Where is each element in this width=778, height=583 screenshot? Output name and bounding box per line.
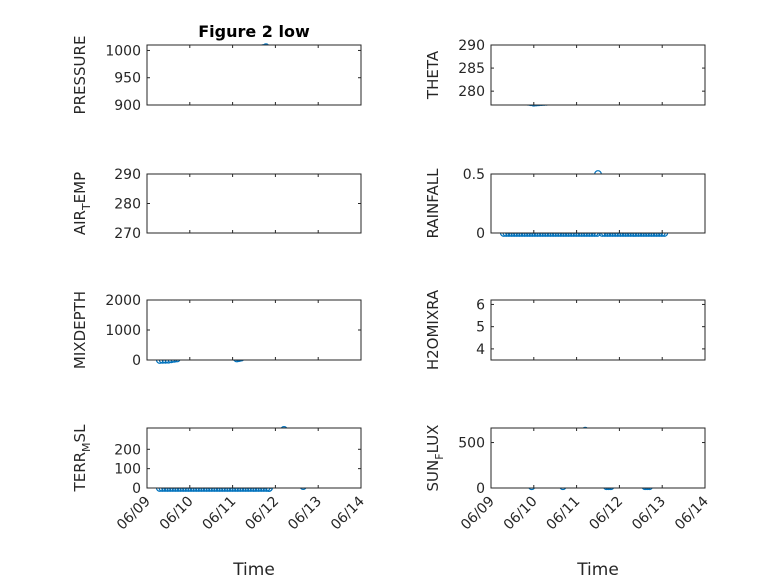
axes-frame <box>490 427 706 489</box>
panel-h2omixra: 4 5 6 H2OMIXRA <box>424 289 706 370</box>
y-axis-label: PRESSURE <box>71 36 89 115</box>
axes-frame <box>146 173 362 234</box>
x-tick-label: 06/13 <box>285 494 325 534</box>
panel-terr_msl: 0 100 200 TERRMSL 06/09 06/10 06/11 06/12 06/13 0… <box>71 424 368 580</box>
x-tick-label: 06/14 <box>672 493 712 533</box>
y-tick-label: 1000 <box>105 323 141 339</box>
y-tick-label: 0 <box>132 481 141 497</box>
y-axis-label: TERRMSL <box>71 424 93 493</box>
x-tick-label: 06/11 <box>200 494 240 534</box>
y-axis-label: MIXDEPTH <box>71 291 89 369</box>
y-tick-label: 0.5 <box>463 167 485 183</box>
y-tick-label: 200 <box>114 442 141 458</box>
y-tick-label: 950 <box>114 71 141 87</box>
x-tick-label: 06/09 <box>458 494 498 534</box>
x-tick-label: 06/12 <box>242 494 282 534</box>
axes-frame <box>146 427 362 489</box>
y-axis-label: H2OMIXRA <box>424 289 442 370</box>
x-tick-label: 06/12 <box>586 494 626 534</box>
y-tick-label: 270 <box>114 226 141 242</box>
panel-air_temp: 270 280 290 AIRTEMP <box>71 167 362 242</box>
y-tick-label: 0 <box>132 353 141 369</box>
axes-frame <box>146 44 362 106</box>
y-axis-label: THETA <box>424 50 442 100</box>
y-tick-label: 500 <box>458 436 485 452</box>
y-tick-label: 6 <box>476 297 485 313</box>
y-tick-label: 1000 <box>105 43 141 59</box>
y-tick-label: 285 <box>458 61 485 77</box>
x-tick-label: 06/11 <box>544 494 584 534</box>
y-tick-label: 0 <box>476 481 485 497</box>
x-tick-label: 06/14 <box>328 493 368 533</box>
panel-pressure: 900 950 1000 PRESSURE Figure 2 low <box>71 22 362 115</box>
x-tick-label: 06/09 <box>114 494 154 534</box>
panel-rainfall: 0 0.5 RAINFALL <box>424 167 706 242</box>
y-tick-label: 100 <box>114 462 141 478</box>
y-axis-label: RAINFALL <box>424 168 442 239</box>
y-tick-label: 2000 <box>105 293 141 309</box>
y-tick-label: 280 <box>114 197 141 213</box>
panel-theta: 280 285 290 THETA <box>424 38 706 107</box>
y-tick-label: 4 <box>476 342 485 358</box>
y-axis-label: SUNFLUX <box>424 425 446 492</box>
axes-frame <box>146 299 362 361</box>
y-tick-label: 290 <box>114 167 141 183</box>
x-tick-label: 06/13 <box>629 494 669 534</box>
y-tick-label: 0 <box>476 226 485 242</box>
axes-frame <box>490 299 706 361</box>
y-tick-label: 900 <box>114 98 141 114</box>
panel-mixdepth: 0 1000 2000 MIXDEPTH <box>71 291 362 369</box>
x-axis-label: Time <box>232 560 275 580</box>
y-tick-label: 290 <box>458 38 485 54</box>
axes-frame <box>490 173 706 234</box>
x-axis-label: Time <box>576 560 619 580</box>
x-tick-label: 06/10 <box>157 494 197 534</box>
panel-sun_flux: 0 500 SUNFLUX 06/09 06/10 06/11 06/12 06/13 06/1… <box>424 425 712 580</box>
y-axis-label: AIRTEMP <box>71 172 93 235</box>
y-tick-label: 5 <box>476 320 485 336</box>
chart-title: Figure 2 low <box>198 22 310 41</box>
y-tick-label: 280 <box>458 84 485 100</box>
axes-frame <box>490 44 706 106</box>
x-tick-label: 06/10 <box>501 494 541 534</box>
